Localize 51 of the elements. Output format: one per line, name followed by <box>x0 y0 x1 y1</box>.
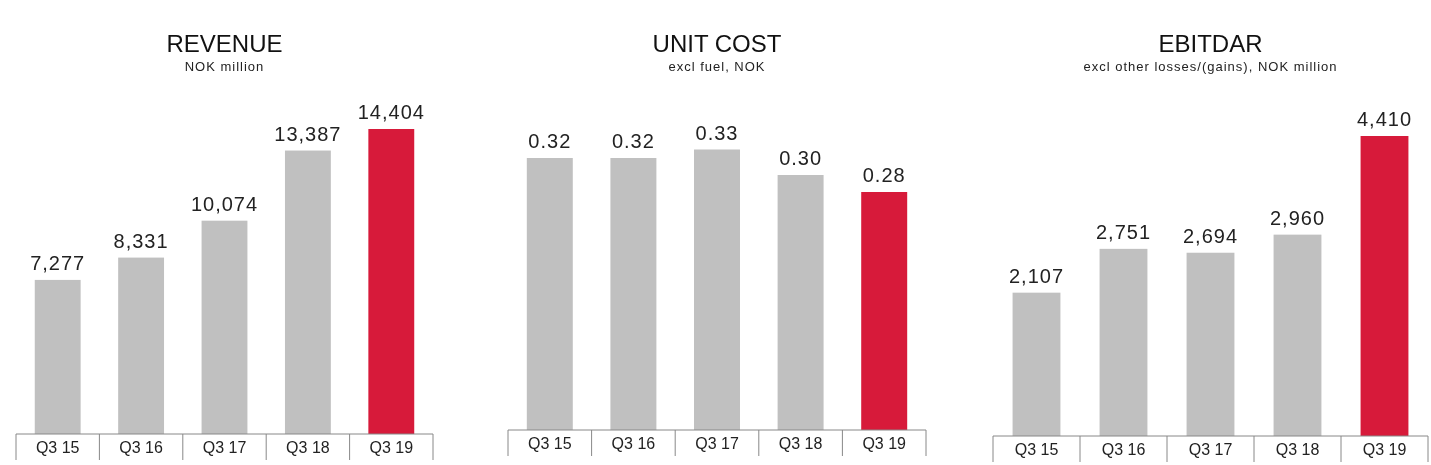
bar <box>368 129 415 434</box>
x-tick-label: Q3 15 <box>35 439 80 456</box>
data-label: 13,387 <box>274 122 342 145</box>
data-label: 7,277 <box>30 251 86 274</box>
bar <box>861 192 908 430</box>
x-tick-label: Q3 18 <box>286 439 330 456</box>
bar <box>1360 136 1409 436</box>
bar <box>118 257 165 434</box>
bar <box>284 150 331 434</box>
bar <box>1099 248 1148 436</box>
bar <box>777 175 824 430</box>
data-label: 14,404 <box>357 101 425 123</box>
data-label: 2,751 <box>1095 220 1152 243</box>
x-tick-label: Q3 16 <box>1101 441 1146 458</box>
data-label: 0.30 <box>779 147 823 169</box>
x-tick-label: Q3 19 <box>1362 441 1407 458</box>
bar <box>1186 252 1235 436</box>
data-label: 2,694 <box>1182 224 1239 247</box>
x-tick-label: Q3 16 <box>119 439 163 456</box>
chart-title: REVENUE <box>166 30 283 57</box>
chart-subtitle: NOK million <box>184 59 265 74</box>
chart-title: UNIT COST <box>652 30 782 57</box>
data-label: 4,410 <box>1356 108 1413 130</box>
chart-subtitle: excl other losses/(gains), NOK million <box>1083 59 1338 74</box>
x-tick-label: Q3 15 <box>1014 441 1059 458</box>
x-tick-label: Q3 17 <box>695 435 739 452</box>
bar <box>694 149 740 430</box>
bar <box>526 158 573 430</box>
x-tick-label: Q3 18 <box>1275 441 1320 458</box>
chart-subtitle: excl fuel, NOK <box>668 59 766 74</box>
data-label: 8,331 <box>113 229 169 252</box>
x-tick-label: Q3 19 <box>369 439 414 456</box>
data-label: 0.32 <box>611 130 655 152</box>
data-label: 0.28 <box>862 164 906 186</box>
x-tick-label: Q3 15 <box>528 435 572 452</box>
x-tick-label: Q3 19 <box>862 435 907 452</box>
data-label: 0.32 <box>528 130 572 152</box>
data-label: 0.33 <box>695 121 739 144</box>
data-label: 2,960 <box>1269 206 1326 229</box>
bar <box>1012 292 1061 436</box>
x-tick-label: Q3 17 <box>202 439 247 456</box>
bar <box>201 220 248 434</box>
data-label: 10,074 <box>190 192 259 215</box>
x-tick-label: Q3 17 <box>1188 441 1233 458</box>
data-label: 2,107 <box>1008 264 1065 287</box>
bar <box>34 279 81 434</box>
x-tick-label: Q3 16 <box>611 435 656 452</box>
bar <box>1273 234 1322 436</box>
x-tick-label: Q3 18 <box>778 435 823 452</box>
bar <box>610 158 657 430</box>
chart-title: EBITDAR <box>1158 30 1263 57</box>
